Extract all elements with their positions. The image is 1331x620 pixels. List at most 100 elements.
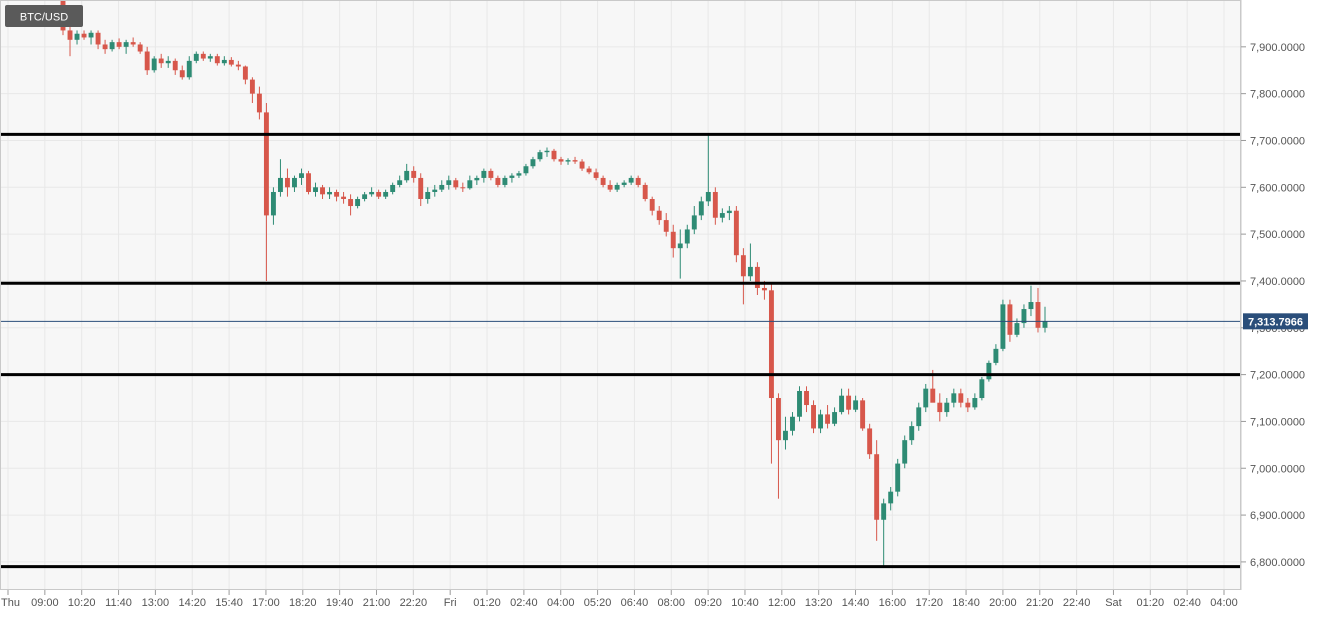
candle bbox=[270, 187, 276, 225]
candle bbox=[804, 386, 809, 413]
time-tick-label: 05:20 bbox=[584, 597, 612, 609]
candle bbox=[214, 53, 220, 66]
candle bbox=[334, 189, 340, 202]
candle bbox=[1042, 306, 1048, 333]
candle bbox=[88, 30, 94, 45]
title-badge: BTC/USD bbox=[5, 5, 83, 27]
candle-body bbox=[285, 177, 290, 188]
candle bbox=[355, 196, 361, 209]
candle bbox=[902, 435, 908, 469]
candle-body bbox=[656, 210, 662, 221]
price-axis[interactable]: 7,900.0000 7,800.0000 7,700.0000 7,600.0000… bbox=[1241, 42, 1305, 569]
candle bbox=[1035, 287, 1041, 333]
candle bbox=[874, 440, 880, 541]
plot-background bbox=[0, 0, 1240, 590]
candle bbox=[418, 173, 424, 207]
candle-body bbox=[544, 150, 550, 153]
candle-body bbox=[551, 150, 557, 160]
candle bbox=[228, 57, 234, 67]
candle-body bbox=[214, 56, 220, 64]
time-tick-label: Sat bbox=[1105, 597, 1122, 609]
candle-body bbox=[965, 402, 971, 408]
candle-body bbox=[235, 64, 241, 67]
candle bbox=[993, 344, 999, 366]
candle-body bbox=[761, 287, 767, 291]
candle bbox=[579, 159, 585, 171]
time-tick-label: Fri bbox=[444, 597, 457, 609]
candle-body bbox=[811, 405, 816, 429]
candle-body bbox=[776, 398, 781, 441]
candle-body bbox=[446, 180, 452, 185]
candle-body bbox=[1028, 302, 1034, 310]
candle-body bbox=[411, 170, 417, 178]
candle bbox=[726, 206, 732, 221]
candle bbox=[1007, 299, 1013, 342]
candle bbox=[207, 53, 213, 62]
candle bbox=[797, 386, 802, 422]
candle bbox=[123, 39, 129, 54]
candle-body bbox=[923, 388, 929, 408]
candle-body bbox=[797, 390, 802, 417]
candle-body bbox=[825, 414, 831, 424]
candle bbox=[376, 189, 382, 200]
candle-body bbox=[930, 388, 936, 403]
candle bbox=[1021, 304, 1027, 328]
candle-body bbox=[193, 53, 199, 61]
candle-body bbox=[846, 395, 852, 410]
candle-body bbox=[263, 112, 269, 216]
time-tick-label: 04:00 bbox=[547, 597, 575, 609]
time-tick-label: 04:00 bbox=[1210, 597, 1238, 609]
candle bbox=[411, 166, 417, 183]
candle bbox=[362, 191, 368, 202]
time-axis[interactable]: Thu 09:00 10:20 11:40 13:00 14:20 15:40 17:00 18… bbox=[1, 590, 1238, 609]
candle bbox=[151, 56, 157, 73]
current-price-label: 7,313.7966 bbox=[1248, 316, 1303, 328]
candle-body bbox=[383, 191, 389, 197]
candle bbox=[972, 393, 978, 410]
candle bbox=[116, 38, 122, 50]
candle-body bbox=[818, 414, 823, 429]
time-tick-label: 21:20 bbox=[1026, 597, 1054, 609]
candle-body bbox=[740, 255, 746, 277]
candle-body bbox=[1021, 309, 1027, 324]
candle-body bbox=[460, 187, 466, 189]
candle bbox=[348, 194, 354, 216]
candle bbox=[677, 229, 683, 279]
candle bbox=[811, 400, 816, 434]
time-tick-label: 14:20 bbox=[178, 597, 206, 609]
time-tick-label: 17:00 bbox=[252, 597, 280, 609]
candle bbox=[979, 376, 985, 401]
candle-body bbox=[502, 177, 508, 185]
candle bbox=[986, 360, 992, 382]
candle-body bbox=[642, 184, 648, 200]
candle bbox=[453, 177, 459, 190]
candle-body bbox=[270, 191, 276, 216]
candle-body bbox=[1042, 321, 1048, 328]
candle bbox=[474, 175, 480, 185]
candle-body bbox=[186, 60, 192, 78]
candle-body bbox=[663, 220, 669, 232]
grid bbox=[0, 0, 1240, 590]
candle-body bbox=[116, 42, 122, 47]
candle-body bbox=[130, 42, 136, 45]
candle bbox=[958, 388, 964, 408]
candle-body bbox=[621, 182, 627, 185]
title-badge-bg bbox=[5, 5, 83, 27]
candle-body bbox=[488, 170, 494, 178]
time-tick-label: 08:00 bbox=[658, 597, 686, 609]
candle-body bbox=[804, 390, 809, 406]
candle bbox=[242, 65, 248, 85]
price-tick-label: 7,100.0000 bbox=[1250, 416, 1305, 428]
candle bbox=[495, 175, 501, 188]
candle-body bbox=[397, 180, 403, 185]
candle bbox=[1000, 299, 1006, 352]
candle bbox=[621, 180, 627, 188]
candle bbox=[446, 175, 452, 190]
candle-body bbox=[853, 400, 859, 410]
candle-body bbox=[944, 402, 950, 413]
current-price-badge: 7,313.7966 bbox=[1243, 313, 1308, 330]
horizontal-levels bbox=[0, 132, 1240, 569]
candle bbox=[179, 65, 185, 80]
